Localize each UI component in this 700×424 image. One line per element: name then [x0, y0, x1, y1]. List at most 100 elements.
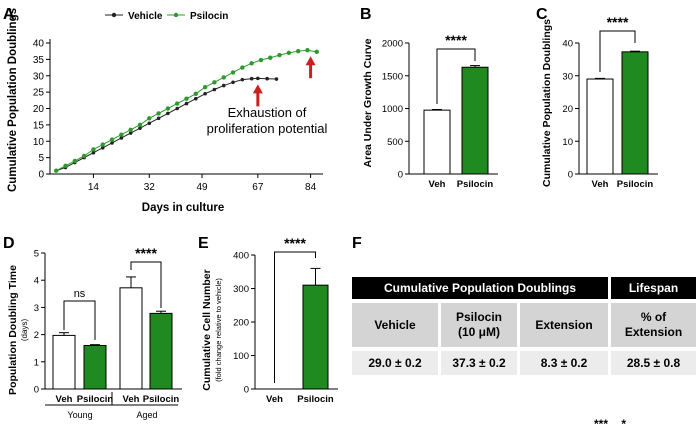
panel-d-y-tick-label: 2: [34, 330, 39, 341]
panel-c-bar-chart: Cumulative Population Doublings 0 10 20 30 4…: [541, 14, 658, 190]
panel-a-point-psilocin: [221, 75, 226, 80]
panel-a-point-vehicle: [175, 106, 179, 111]
panel-letter-c: C: [536, 6, 548, 23]
table-group-header: Lifespan: [608, 277, 696, 299]
table-group-header-row: Cumulative Population Doublings Lifespan: [352, 277, 696, 299]
panel-d-y-axis-unit: (days): [20, 319, 29, 342]
panel-a-point-psilocin: [240, 65, 245, 70]
legend-label-psilocin: Psilocin: [190, 11, 228, 22]
panel-b-y-tick-label: 2000: [382, 39, 403, 50]
table-cell: 29.0 ± 0.2: [352, 351, 440, 375]
panel-d-category-label: Psilocin: [143, 394, 180, 405]
bottom-fragment: *** *: [594, 417, 626, 424]
panel-a-point-psilocin: [184, 96, 189, 101]
panel-e-category-label: Psilocin: [297, 394, 334, 405]
panel-a-point-psilocin: [100, 142, 105, 147]
panel-b-bar-chart: Area Under Growth Curve 0 500 1000 1500 2000…: [362, 32, 498, 190]
panel-letter-d: D: [3, 235, 15, 252]
red-arrow-head: [252, 84, 263, 94]
panel-c-y-axis-title: Cumulative Population Doublings: [541, 19, 553, 187]
panel-a-point-psilocin: [268, 55, 273, 60]
panel-d-significance-label: ****: [135, 245, 157, 261]
table-column-header: Vehicle: [352, 303, 440, 347]
panel-letter-a: A: [3, 6, 15, 23]
panel-a-point-psilocin: [314, 49, 319, 55]
panel-a-y-tick-label: 20: [33, 104, 45, 115]
panel-letter-b: B: [360, 6, 372, 23]
panel-a-point-vehicle: [128, 131, 133, 135]
panel-a-point-vehicle: [274, 77, 279, 81]
panel-e-significance-bracket: [274, 251, 316, 383]
panel-b-bar: [461, 66, 489, 175]
panel-b-y-tick-label: 1500: [382, 71, 403, 82]
panel-e-significance-label: ****: [284, 235, 306, 251]
panel-a-point-psilocin: [72, 158, 78, 164]
table-cell: 8.3 ± 0.2: [517, 351, 610, 375]
panel-b-significance-label: ****: [445, 32, 467, 48]
panel-a-point-vehicle: [256, 76, 260, 81]
panel-letter-f: F: [352, 235, 362, 252]
panel-a-point-psilocin: [81, 153, 87, 159]
panel-d-bar: [149, 312, 173, 390]
table-column-header-row: Vehicle Psilocin (10 μM) Extension % of Ex…: [352, 303, 696, 347]
panel-a-point-psilocin: [305, 48, 310, 53]
panel-a-x-tick-label: 49: [196, 182, 208, 193]
panel-d-significance-bracket: [63, 300, 96, 340]
panel-d-significance-bracket: [130, 261, 162, 308]
panel-a-point-vehicle: [221, 83, 226, 88]
panel-d-y-tick-label: 5: [34, 249, 39, 260]
panel-a-line-chart: Vehicle Psilocin Cumulative Population Do…: [7, 8, 327, 214]
panel-a-x-tick-label: 67: [252, 182, 264, 193]
panel-e-y-tick-label: 200: [233, 318, 249, 329]
panel-a-point-vehicle: [138, 126, 142, 130]
panel-a-point-psilocin: [109, 137, 115, 142]
panel-c-category-label: Veh: [592, 179, 609, 190]
panel-a-y-tick-label: 10: [33, 137, 45, 148]
panel-d-category-label: Veh: [56, 394, 73, 405]
panel-a-point-vehicle: [147, 121, 152, 126]
panel-a-point-psilocin: [202, 85, 208, 90]
panel-a-y-tick-label: 30: [33, 71, 45, 82]
table-cell: 37.3 ± 0.2: [438, 351, 519, 375]
panel-b-bar: [423, 109, 451, 175]
panel-a-y-tick-label: 35: [33, 55, 45, 66]
panel-b-y-tick-label: 0: [398, 170, 403, 181]
panel-a-point-psilocin: [147, 116, 152, 121]
panel-c-y-tick-label: 0: [568, 170, 573, 181]
legend-marker-vehicle: [111, 12, 117, 18]
panel-a-point-vehicle: [231, 80, 235, 85]
table-cell: 28.5 ± 0.8: [608, 351, 696, 375]
panel-a-point-psilocin: [174, 101, 180, 106]
legend-label-vehicle: Vehicle: [128, 11, 163, 22]
panel-b-category-label: Psilocin: [457, 179, 494, 190]
panel-a-point-vehicle: [119, 136, 124, 140]
panel-a-y-tick-label: 25: [33, 88, 45, 99]
panel-b-significance-bracket: [436, 48, 476, 104]
panel-a-point-psilocin: [230, 70, 236, 75]
panel-a-y-tick-label: 5: [38, 153, 44, 164]
panel-a-point-psilocin: [54, 168, 59, 173]
panel-d-bar: [83, 344, 107, 390]
panel-b-y-axis-title: Area Under Growth Curve: [362, 38, 374, 167]
panel-b-y-tick-label: 1000: [382, 104, 403, 115]
panel-a-point-psilocin: [277, 52, 282, 58]
table-column-header: Psilocin (10 μM): [438, 303, 519, 347]
panel-letter-e: E: [198, 235, 209, 252]
panel-f-table: Cumulative Population Doublings Lifespan…: [352, 277, 696, 375]
panel-a-point-vehicle: [203, 91, 207, 96]
panel-c-y-tick-label: 30: [562, 71, 573, 82]
table-row: 29.0 ± 0.2 37.3 ± 0.2 8.3 ± 0.2 28.5 ± 0…: [352, 351, 696, 375]
panel-c-y-tick-label: 40: [562, 39, 573, 50]
panel-d-y-tick-label: 0: [34, 385, 39, 396]
panel-a-point-vehicle: [194, 96, 198, 101]
panel-a-y-tick-label: 0: [38, 170, 44, 181]
panel-a-point-vehicle: [184, 101, 189, 106]
panel-a-x-tick-label: 32: [144, 182, 156, 193]
panel-e-bar: [302, 284, 329, 390]
panel-c-y-tick-label: 20: [562, 104, 573, 115]
table-group-header: Cumulative Population Doublings: [352, 277, 610, 299]
panel-e-category-label: Veh: [266, 394, 283, 405]
panel-b-category-label: Veh: [429, 179, 446, 190]
panel-a-point-psilocin: [119, 132, 124, 137]
